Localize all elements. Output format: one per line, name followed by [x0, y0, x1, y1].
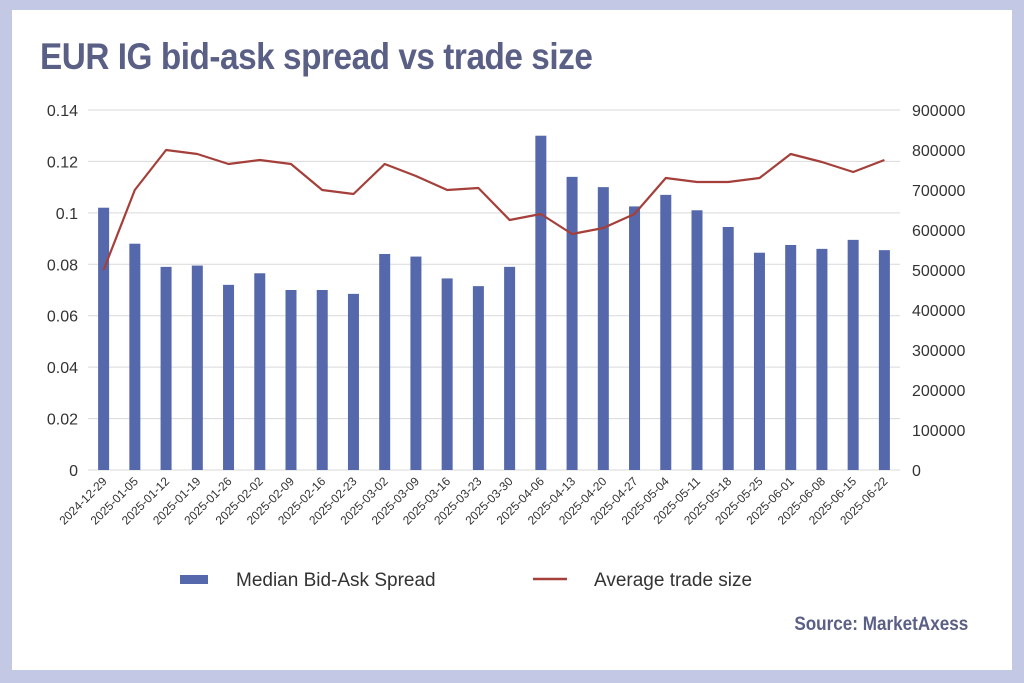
y-right-tick-label: 300000: [912, 343, 965, 360]
bar: [441, 278, 453, 470]
y-left-tick-label: 0.02: [47, 412, 78, 429]
y-right-tick-label: 600000: [912, 223, 965, 240]
bar: [472, 286, 484, 470]
chart-title: EUR IG bid-ask spread vs trade size: [40, 36, 593, 77]
bar: [254, 273, 266, 470]
y-left-tick-label: 0.06: [47, 309, 78, 326]
y-left-tick-label: 0.04: [47, 360, 78, 377]
bar: [816, 248, 828, 470]
bar: [223, 284, 235, 470]
bar: [629, 206, 641, 470]
y-left-tick-label: 0.12: [47, 154, 78, 171]
y-right-tick-label: 200000: [912, 383, 965, 400]
x-axis: 2024-12-292025-01-052025-01-122025-01-19…: [56, 474, 890, 528]
y-right-tick-label: 400000: [912, 303, 965, 320]
bar: [504, 266, 516, 470]
y-left-tick-label: 0.14: [47, 103, 78, 120]
legend: Median Bid-Ask Spread Average trade size: [180, 570, 752, 591]
bar: [660, 194, 672, 470]
legend-bar-swatch: [180, 575, 208, 584]
bar: [160, 266, 172, 470]
bar: [597, 187, 609, 470]
bar: [347, 293, 359, 470]
y-right-tick-label: 700000: [912, 183, 965, 200]
bar: [847, 239, 859, 470]
bar: [98, 207, 110, 470]
bar: [691, 210, 703, 471]
legend-bar-label: Median Bid-Ask Spread: [236, 570, 436, 591]
line-series: [102, 148, 885, 271]
y-right-tick-label: 100000: [912, 423, 965, 440]
bar: [316, 290, 328, 470]
y-left-tick-label: 0.1: [56, 206, 78, 223]
bar: [129, 243, 141, 470]
y-right-tick-label: 500000: [912, 263, 965, 280]
legend-line-label: Average trade size: [594, 570, 752, 591]
bar: [722, 227, 734, 470]
bar: [878, 250, 890, 470]
bar: [285, 290, 297, 470]
source-note: Source: MarketAxess: [794, 614, 968, 635]
left-axis: 0 0.02 0.04 0.06 0.08 0.1 0.12 0.14: [47, 103, 78, 480]
bar: [785, 245, 797, 470]
bar: [191, 265, 203, 470]
bar: [410, 256, 422, 470]
bar: [753, 252, 765, 470]
bar-series: [98, 135, 890, 471]
y-right-tick-label: 900000: [912, 103, 965, 120]
trade-size-line: [102, 148, 885, 271]
y-left-tick-label: 0: [69, 463, 78, 480]
y-right-tick-label: 0: [912, 463, 921, 480]
y-left-tick-label: 0.08: [47, 257, 78, 274]
bar: [566, 176, 578, 470]
bar: [379, 254, 391, 470]
y-right-tick-label: 800000: [912, 143, 965, 160]
bar: [535, 135, 547, 470]
right-axis: 0 100000 200000 300000 400000 500000 600000 700…: [912, 103, 965, 480]
